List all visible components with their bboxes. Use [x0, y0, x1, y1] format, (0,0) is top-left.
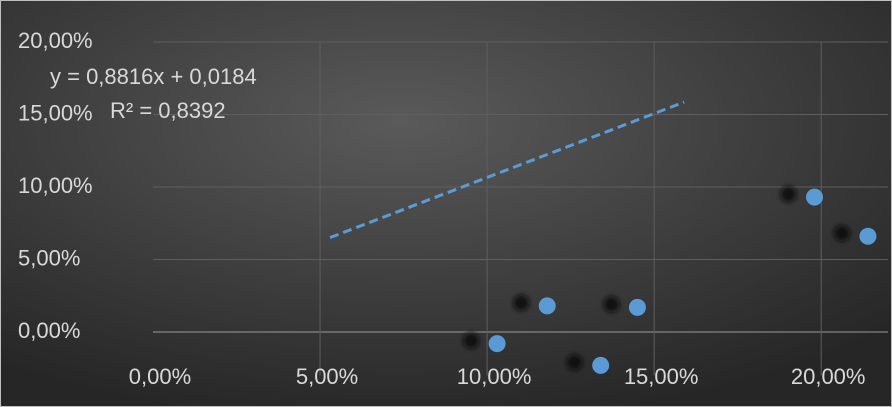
point-shadow	[463, 332, 480, 349]
trendline-r-squared: R² = 0,8392	[110, 98, 226, 123]
point	[538, 297, 556, 315]
point-shadow	[603, 296, 620, 313]
point-shadow	[566, 354, 583, 371]
point	[628, 298, 646, 316]
x-tick-label: 15,00%	[624, 364, 699, 389]
x-tick-label: 10,00%	[457, 364, 532, 389]
point	[806, 188, 823, 206]
point	[859, 227, 877, 245]
point-shadow	[513, 294, 530, 311]
x-tick-label: 0,00%	[129, 364, 191, 389]
y-tick-label: 20,00%	[18, 28, 93, 53]
y-tick-label: 5,00%	[18, 245, 80, 270]
trendline	[329, 100, 685, 239]
y-tick-label: 0,00%	[18, 318, 80, 343]
point-shadow	[780, 186, 797, 203]
y-tick-label: 15,00%	[18, 100, 93, 125]
y-tick-label: 10,00%	[18, 173, 93, 198]
point	[488, 335, 506, 353]
point-shadow	[833, 225, 850, 242]
trendline-equation: y = 0,8816x + 0,0184	[50, 64, 257, 89]
point	[592, 356, 610, 374]
x-tick-label: 20,00%	[791, 364, 866, 389]
x-tick-label: 5,00%	[296, 364, 358, 389]
